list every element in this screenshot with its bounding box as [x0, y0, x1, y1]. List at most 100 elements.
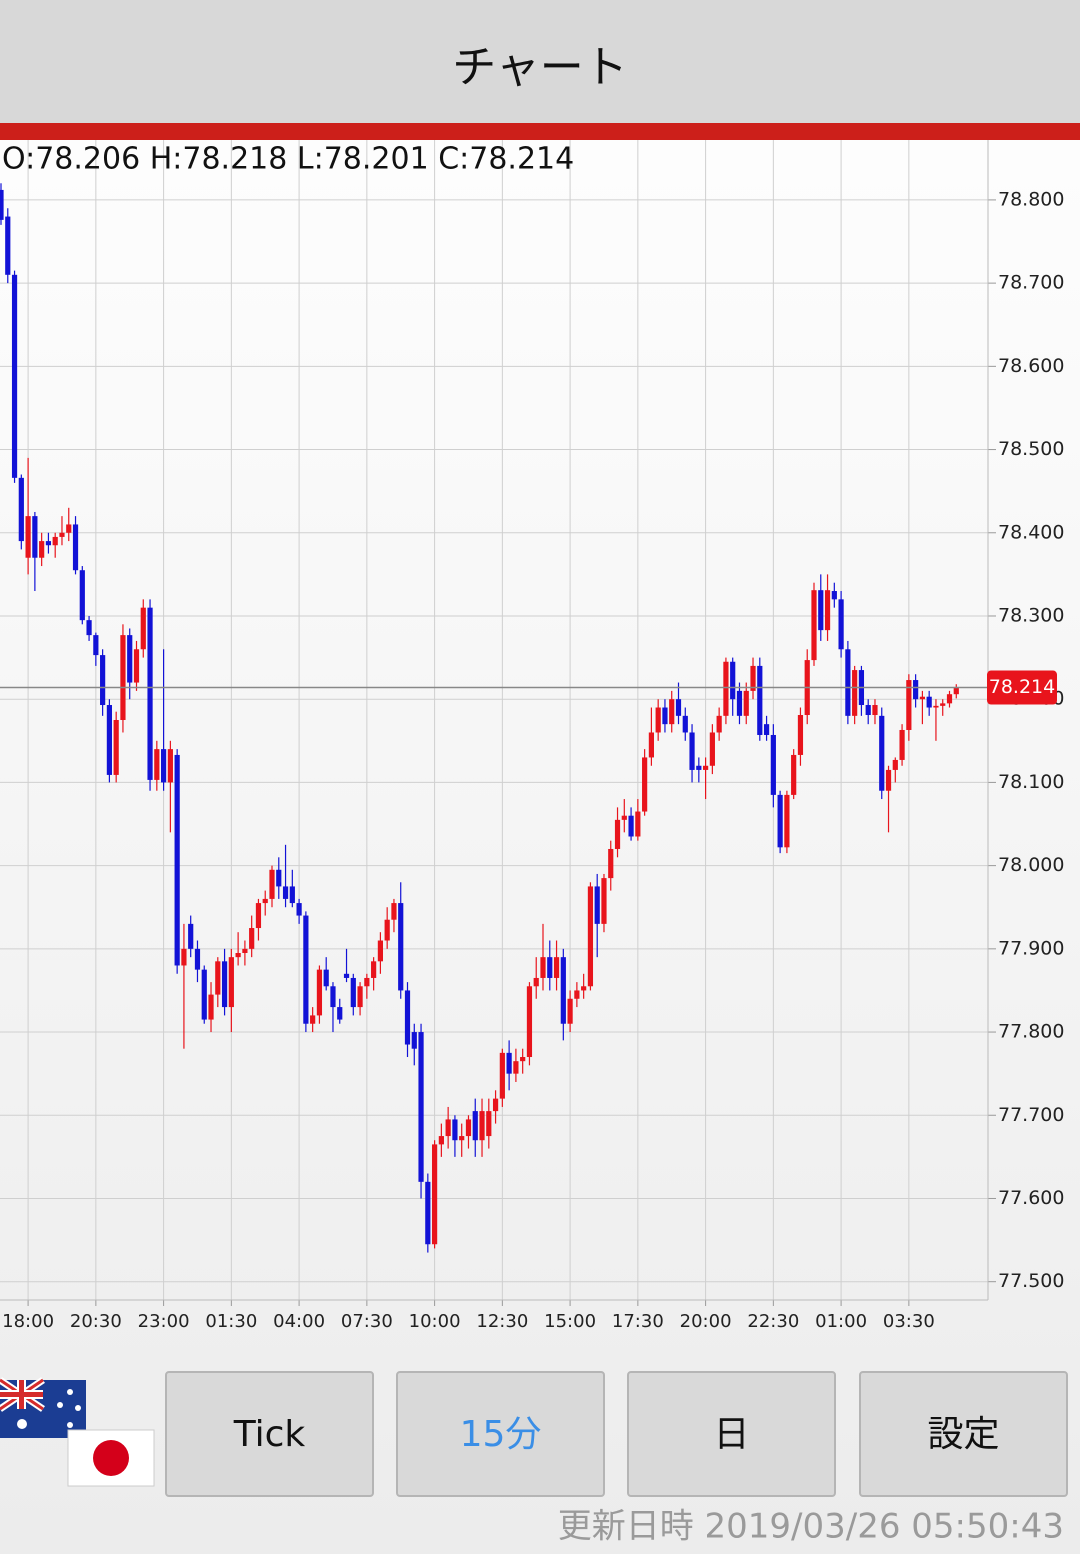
candle-body [479, 1111, 485, 1141]
candle-body [628, 815, 634, 837]
x-tick-label: 15:00 [544, 1311, 596, 1332]
candle-body [872, 705, 878, 716]
y-tick-label: 77.500 [998, 1270, 1064, 1292]
x-tick-label: 22:30 [747, 1311, 799, 1332]
x-tick-label: 07:30 [341, 1311, 393, 1332]
candle-body [513, 1061, 519, 1074]
button-face[interactable] [859, 1371, 1068, 1497]
y-tick-label: 78.600 [998, 355, 1064, 377]
candle-body [879, 715, 885, 791]
candle-body [635, 811, 641, 837]
candle-body [154, 749, 160, 780]
updated-time: 更新日時 2019/03/26 05:50:43 [558, 1507, 1064, 1547]
candle-body [486, 1111, 492, 1137]
candle-body [377, 940, 383, 962]
candle-body [777, 794, 783, 848]
candle-body [262, 898, 268, 904]
candle-body [540, 957, 546, 978]
candle-body [45, 541, 52, 546]
button-label[interactable]: 日 [713, 1414, 749, 1455]
x-tick-label: 17:30 [612, 1311, 664, 1332]
button-bar: Tick 15分 日 設定 [165, 1371, 1068, 1497]
y-tick-label: 78.800 [998, 188, 1064, 210]
y-tick-label: 78.100 [998, 771, 1064, 793]
candle-body [885, 769, 892, 791]
candle-body [892, 759, 898, 770]
candle-body [743, 690, 749, 716]
candle-body [269, 869, 275, 899]
candle-body [18, 477, 24, 542]
candle-body [716, 715, 722, 733]
candle-body [899, 729, 905, 760]
header-title: チャート [452, 42, 628, 93]
candle-body [560, 957, 566, 1024]
candle-body [526, 986, 533, 1058]
candle-body [933, 705, 939, 708]
candle-body [276, 869, 282, 887]
x-tick-label: 20:00 [680, 1311, 732, 1332]
button-label[interactable]: 設定 [927, 1414, 999, 1455]
candle-body [852, 670, 858, 716]
candle-body [770, 734, 776, 795]
current-price-label: 78.214 [989, 676, 1055, 698]
candle-body [709, 732, 715, 766]
button-label[interactable]: 15分 [460, 1414, 542, 1455]
y-tick-label: 77.700 [998, 1104, 1064, 1126]
y-tick-label: 78.300 [998, 604, 1064, 626]
candle-body [201, 969, 207, 1020]
candle-body [228, 957, 234, 1008]
button-face[interactable] [396, 1371, 605, 1497]
candle-body [594, 886, 600, 924]
button-face[interactable] [627, 1371, 836, 1497]
candle-body [845, 649, 851, 716]
candle-body [520, 1057, 526, 1062]
y-tick-label: 78.500 [998, 438, 1064, 460]
candle-body [113, 720, 119, 775]
flag-japan [67, 1429, 155, 1487]
candle-body [567, 998, 573, 1024]
candle-body [330, 986, 336, 1008]
candle-body [52, 536, 58, 546]
chart: 77.500 77.600 77.700 77.800 77.900 78.000 78.1… [0, 140, 1064, 1332]
button-face[interactable] [165, 1371, 374, 1497]
y-tick-label: 77.900 [998, 937, 1064, 959]
candle-body [838, 599, 844, 650]
candle-body [581, 986, 587, 991]
candle-body [398, 903, 404, 991]
candle-body [750, 665, 756, 691]
header-bar [0, 0, 1080, 123]
candle-body [32, 516, 38, 558]
candle-body [296, 903, 302, 916]
candle-body [100, 655, 106, 706]
candle-body [127, 635, 133, 683]
candle-body [93, 635, 99, 656]
tab-button[interactable]: 15分 [396, 1371, 605, 1497]
ohlc-label: O:78.206 H:78.218 L:78.201 C:78.214 [2, 142, 574, 177]
candle-body [391, 903, 397, 920]
candle-body [106, 705, 112, 775]
candle-body [669, 699, 675, 725]
candle-body [459, 1136, 465, 1141]
candle-body [242, 948, 248, 953]
candle-body [147, 607, 153, 780]
candle-body [757, 665, 763, 735]
candle-body [310, 1015, 316, 1024]
candle-body [337, 1007, 343, 1020]
candle-body [818, 590, 824, 631]
candle-body [343, 973, 350, 978]
tab-button[interactable]: Tick [165, 1371, 374, 1497]
tab-button[interactable]: 日 [627, 1371, 836, 1497]
y-tick-label: 78.700 [998, 272, 1064, 294]
candle-body [59, 532, 65, 537]
candle-body [255, 903, 262, 929]
candle-body [79, 570, 85, 621]
candle-body [445, 1119, 451, 1137]
x-tick-label: 23:00 [138, 1311, 190, 1332]
candle-body [303, 915, 309, 1024]
tab-button[interactable]: 設定 [859, 1371, 1068, 1497]
y-tick-label: 77.600 [998, 1187, 1064, 1209]
button-label[interactable]: Tick [233, 1414, 306, 1455]
x-tick-label: 01:00 [815, 1311, 867, 1332]
